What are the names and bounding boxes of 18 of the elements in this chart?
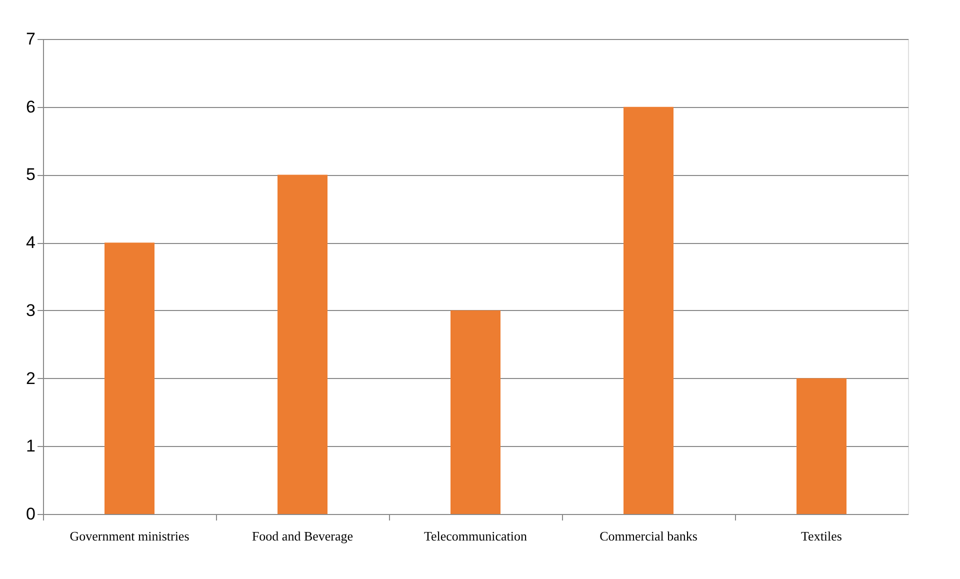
y-tick-label: 6 — [26, 97, 36, 116]
y-tick-label: 5 — [26, 165, 36, 184]
bar — [450, 310, 500, 514]
y-tick-label: 7 — [26, 30, 36, 48]
y-tick-label: 0 — [26, 504, 36, 524]
bar — [104, 242, 154, 514]
x-tick-label: Textiles — [801, 528, 842, 544]
bar — [278, 174, 328, 514]
bar — [624, 106, 674, 514]
y-tick-label: 4 — [26, 233, 36, 252]
x-tick-label: Commercial banks — [600, 528, 698, 544]
y-tick-label: 3 — [26, 300, 36, 320]
y-tick-label: 2 — [26, 368, 36, 388]
bar — [796, 378, 846, 514]
x-tick-label: Telecommunication — [424, 528, 528, 544]
x-tick-label: Government ministries — [70, 528, 190, 544]
x-tick-label: Food and Beverage — [252, 528, 354, 544]
y-tick-label: 1 — [26, 436, 36, 456]
